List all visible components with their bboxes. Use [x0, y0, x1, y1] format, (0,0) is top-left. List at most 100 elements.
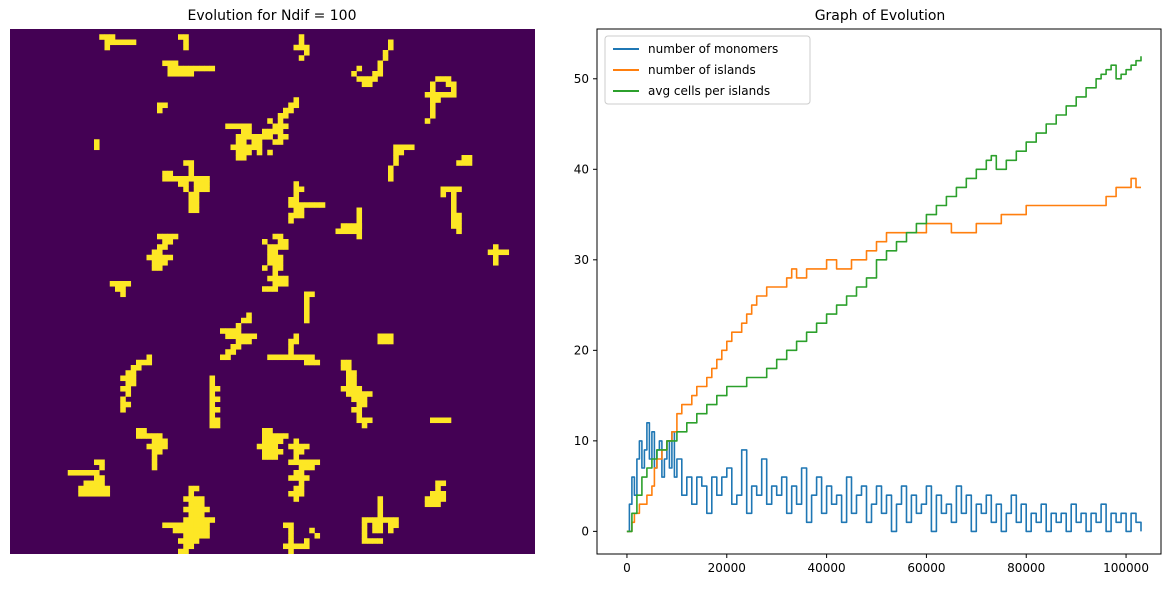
island-cell: [440, 76, 447, 82]
island-cell: [193, 533, 200, 539]
island-cell: [251, 139, 258, 145]
island-cell: [178, 34, 184, 40]
island-cell: [377, 506, 384, 513]
island-cell: [361, 527, 368, 534]
island-cell: [351, 71, 357, 77]
island-cell: [262, 265, 268, 271]
island-cell: [293, 475, 300, 481]
island-cell: [461, 155, 468, 161]
island-cell: [298, 475, 305, 481]
island-cell: [456, 218, 462, 224]
island-cell: [388, 170, 394, 177]
island-cell: [377, 501, 384, 508]
island-cell: [220, 354, 226, 361]
island-cell: [241, 134, 247, 140]
island-cell: [277, 244, 284, 250]
island-cell: [356, 391, 363, 397]
island-cell: [151, 433, 158, 439]
island-cell: [493, 249, 499, 256]
island-cell: [199, 506, 205, 513]
island-cell: [288, 212, 294, 219]
island-cell: [83, 485, 90, 492]
island-cell: [120, 386, 126, 392]
island-cell: [272, 270, 279, 277]
island-cell: [99, 464, 105, 471]
island-cell: [188, 506, 195, 513]
island-cell: [314, 533, 321, 539]
island-cell: [293, 485, 300, 492]
island-cell: [440, 186, 447, 193]
island-cell: [256, 139, 263, 145]
island-cell: [283, 107, 289, 114]
island-cell: [193, 517, 200, 523]
island-cell: [193, 506, 200, 513]
island-cell: [178, 522, 184, 529]
heatmap-title: Evolution for Ndif = 100: [187, 8, 357, 24]
island-cell: [241, 333, 247, 340]
island-cell: [346, 386, 352, 392]
island-cell: [188, 197, 195, 203]
x-tick-label: 40000: [807, 561, 845, 575]
island-cell: [246, 312, 252, 319]
island-cell: [382, 55, 389, 61]
island-cell: [304, 44, 310, 51]
island-cell: [193, 197, 200, 203]
island-cell: [235, 144, 242, 151]
island-cell: [388, 338, 394, 345]
island-cell: [293, 102, 300, 109]
island-cell: [298, 485, 305, 492]
island-cell: [283, 275, 289, 282]
island-cell: [67, 470, 74, 476]
island-cell: [188, 543, 195, 550]
island-cell: [382, 50, 389, 56]
island-cell: [193, 207, 200, 214]
island-cell: [272, 123, 279, 130]
island-cell: [235, 333, 242, 340]
island-cell: [288, 443, 294, 450]
island-cell: [430, 417, 436, 424]
island-cell: [293, 207, 300, 214]
island-cell: [393, 160, 399, 166]
island-cell: [125, 380, 132, 387]
island-cell: [304, 296, 310, 303]
island-cell: [225, 333, 231, 340]
island-cell: [204, 181, 210, 187]
island-cells: [67, 34, 510, 555]
island-cell: [283, 123, 289, 130]
island-cell: [272, 454, 279, 460]
island-cell: [293, 191, 300, 198]
island-cell: [251, 333, 258, 340]
island-cell: [120, 39, 126, 46]
island-cell: [367, 81, 373, 88]
island-cell: [235, 155, 242, 161]
island-cell: [372, 522, 378, 529]
island-cell: [188, 538, 195, 544]
island-cell: [272, 438, 279, 445]
island-cell: [267, 134, 273, 140]
y-tick-label: 50: [574, 72, 589, 86]
island-cell: [435, 491, 441, 497]
island-cell: [157, 449, 163, 455]
x-tick-label: 20000: [708, 561, 746, 575]
island-cell: [356, 76, 363, 82]
island-cell: [456, 228, 462, 235]
island-cell: [104, 34, 111, 40]
island-cell: [188, 533, 195, 539]
island-cell: [440, 417, 447, 424]
island-cell: [230, 144, 237, 151]
island-cell: [88, 480, 95, 487]
island-cell: [157, 254, 163, 261]
island-cell: [220, 328, 226, 334]
island-cell: [262, 134, 268, 140]
island-cell: [293, 491, 300, 497]
island-cell: [372, 527, 378, 534]
island-cell: [304, 354, 310, 361]
island-cell: [99, 475, 105, 481]
series-lines: [626, 56, 1142, 533]
island-cell: [151, 449, 158, 455]
island-cell: [356, 412, 363, 418]
island-cell: [172, 233, 179, 240]
series-line-2: [626, 56, 1142, 533]
island-cell: [314, 459, 321, 466]
island-cell: [193, 186, 200, 193]
